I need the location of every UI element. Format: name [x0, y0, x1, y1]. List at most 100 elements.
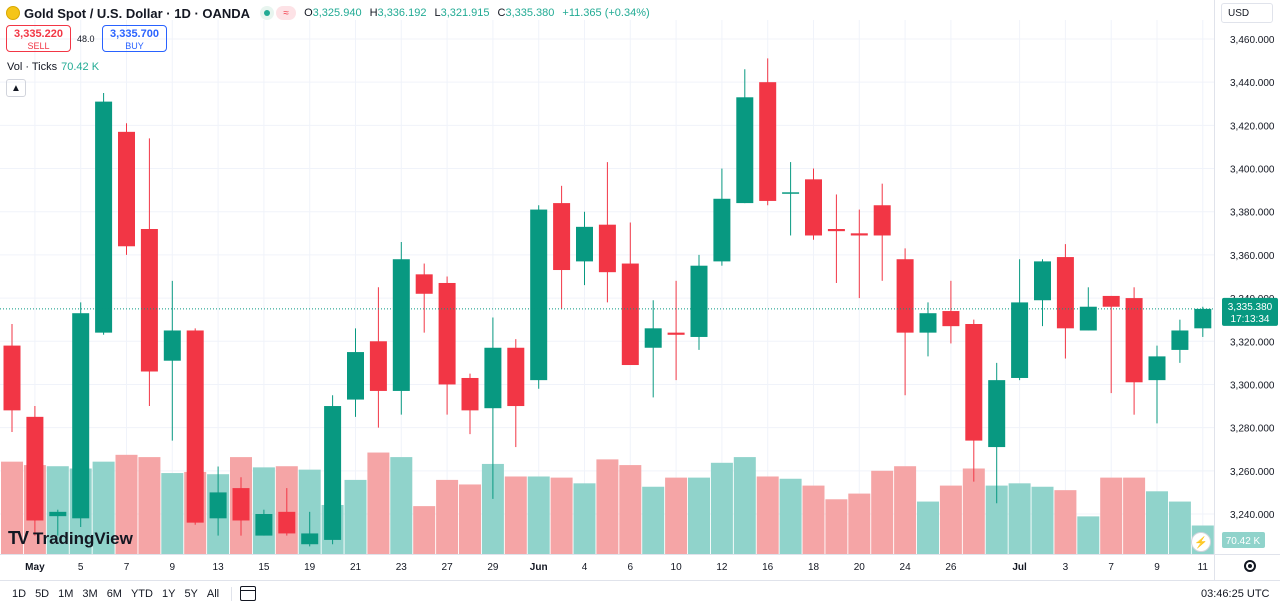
tradingview-mark-icon: TV — [8, 528, 29, 548]
price-tick-label: 3,420.000 — [1230, 121, 1275, 132]
candle-body — [186, 330, 204, 523]
volume-bar — [390, 457, 413, 554]
range-6m[interactable]: 6M — [106, 588, 122, 600]
volume-bar — [481, 463, 504, 554]
volume-legend-value: 70.42 K — [61, 61, 100, 73]
range-3m[interactable]: 3M — [82, 588, 98, 600]
volume-bar — [1008, 483, 1031, 554]
range-ytd[interactable]: YTD — [130, 588, 153, 600]
volume-bar — [138, 457, 161, 554]
price-tick-label: 3,240.000 — [1230, 510, 1275, 521]
candle-body — [3, 345, 21, 411]
candle-body — [415, 274, 433, 294]
gear-icon[interactable] — [1244, 560, 1256, 572]
candle-body — [644, 328, 662, 348]
buy-label: BUY — [125, 41, 144, 51]
candle-body — [827, 229, 845, 232]
currency-selector[interactable]: USD — [1221, 3, 1273, 23]
volume-bar — [619, 465, 642, 554]
date-tick-label: 10 — [671, 562, 683, 573]
candle-body — [530, 209, 548, 381]
countdown-label: 17:13:34 — [1231, 314, 1270, 325]
candle-body — [392, 259, 410, 391]
volume-bar — [436, 479, 459, 554]
candle-body — [49, 511, 67, 517]
volume-bar — [894, 466, 917, 554]
candle-body — [484, 347, 502, 409]
last-price-badge — [1222, 297, 1278, 326]
close-value: 3,335.380 — [505, 7, 555, 19]
volume-bar — [779, 478, 802, 554]
candle-body — [1079, 306, 1097, 331]
volume-bar — [413, 506, 436, 554]
candle-body — [919, 313, 937, 333]
buy-button[interactable]: 3,335.700 BUY — [102, 25, 167, 52]
ohlc-values: O3,325.940 H3,336.192 L3,321.915 C3,335.… — [304, 7, 650, 19]
last-price-label: 3,335.380 — [1228, 302, 1273, 313]
price-axis: 3,460.000 3,440.000 3,420.000 3,400.000 3,38… — [1230, 35, 1275, 521]
date-tick-label: 29 — [487, 562, 499, 573]
candle-body — [209, 492, 227, 519]
candle-body — [347, 352, 364, 400]
open-value: 3,325.940 — [312, 7, 362, 19]
volume-bar — [825, 499, 848, 554]
date-tick-label: 4 — [582, 562, 588, 573]
date-tick-label: 20 — [854, 562, 866, 573]
candle-body — [461, 377, 479, 411]
volume-bar — [1100, 477, 1123, 554]
volume-bar — [1031, 486, 1054, 554]
range-all[interactable]: All — [206, 588, 220, 600]
range-1m[interactable]: 1M — [58, 588, 74, 600]
candle-body — [507, 347, 525, 407]
buy-price: 3,335.700 — [110, 28, 159, 40]
candle-body — [1148, 356, 1166, 381]
tradingview-logo[interactable]: TV TradingView — [8, 528, 133, 549]
price-tick-label: 3,360.000 — [1230, 251, 1275, 262]
volume-bar — [710, 462, 733, 554]
candle-body — [72, 313, 90, 519]
date-tick-label: 11 — [1198, 562, 1209, 573]
volume-bar — [756, 476, 779, 554]
candlestick-chart[interactable]: 3,460.000 3,440.000 3,420.000 3,400.000 3,38… — [0, 0, 1280, 580]
range-1d[interactable]: 1D — [12, 588, 27, 600]
candle-body — [736, 97, 754, 204]
collapse-legend-button[interactable]: ▲ — [6, 79, 26, 97]
range-1y[interactable]: 1Y — [161, 588, 176, 600]
compare-icon[interactable]: ≈ — [276, 6, 297, 20]
candle-body — [278, 511, 296, 534]
candle-body — [850, 233, 868, 236]
date-tick-label: 7 — [1108, 562, 1114, 573]
range-5d[interactable]: 5D — [35, 588, 50, 600]
chart-header: Gold Spot / U.S. Dollar · 1D · OANDA ≈ O… — [6, 4, 650, 22]
lightning-icon[interactable]: ⚡ — [1191, 532, 1211, 552]
date-tick-label: 9 — [170, 562, 176, 573]
symbol-title[interactable]: Gold Spot / U.S. Dollar · 1D · OANDA — [24, 5, 251, 21]
calendar-icon[interactable] — [240, 586, 256, 601]
date-tick-label: 19 — [304, 562, 316, 573]
change-value: +11.365 (+0.34%) — [562, 7, 650, 19]
market-status-icon[interactable] — [260, 6, 275, 20]
gold-symbol-icon — [6, 6, 20, 20]
candle-body — [942, 311, 960, 327]
candle-body — [324, 406, 342, 540]
date-tick-label: Jun — [530, 562, 548, 573]
volume-bar — [459, 484, 481, 554]
high-value: 3,336.192 — [377, 7, 427, 19]
utc-clock[interactable]: 03:46:25 UTC — [1201, 588, 1270, 600]
volume-legend[interactable]: Vol · Ticks 70.42 K — [7, 61, 99, 73]
range-buttons: 1D 5D 1M 3M 6M YTD 1Y 5Y All — [12, 588, 219, 600]
sell-button[interactable]: 3,335.220 SELL — [6, 25, 71, 52]
candle-body — [576, 226, 593, 262]
candle-body — [667, 332, 685, 335]
volume-bar — [848, 493, 871, 554]
volume-bar — [1168, 501, 1191, 554]
volume-bar — [642, 486, 665, 554]
date-tick-label: 9 — [1154, 562, 1160, 573]
bottom-toolbar: 1D 5D 1M 3M 6M YTD 1Y 5Y All 03:46:25 UT… — [0, 580, 1280, 608]
range-5y[interactable]: 5Y — [184, 588, 198, 600]
low-value: 3,321.915 — [440, 7, 490, 19]
volume-bars — [1, 452, 1214, 554]
volume-bar — [504, 476, 527, 554]
candle-body — [713, 198, 731, 262]
candle-body — [1056, 257, 1074, 329]
